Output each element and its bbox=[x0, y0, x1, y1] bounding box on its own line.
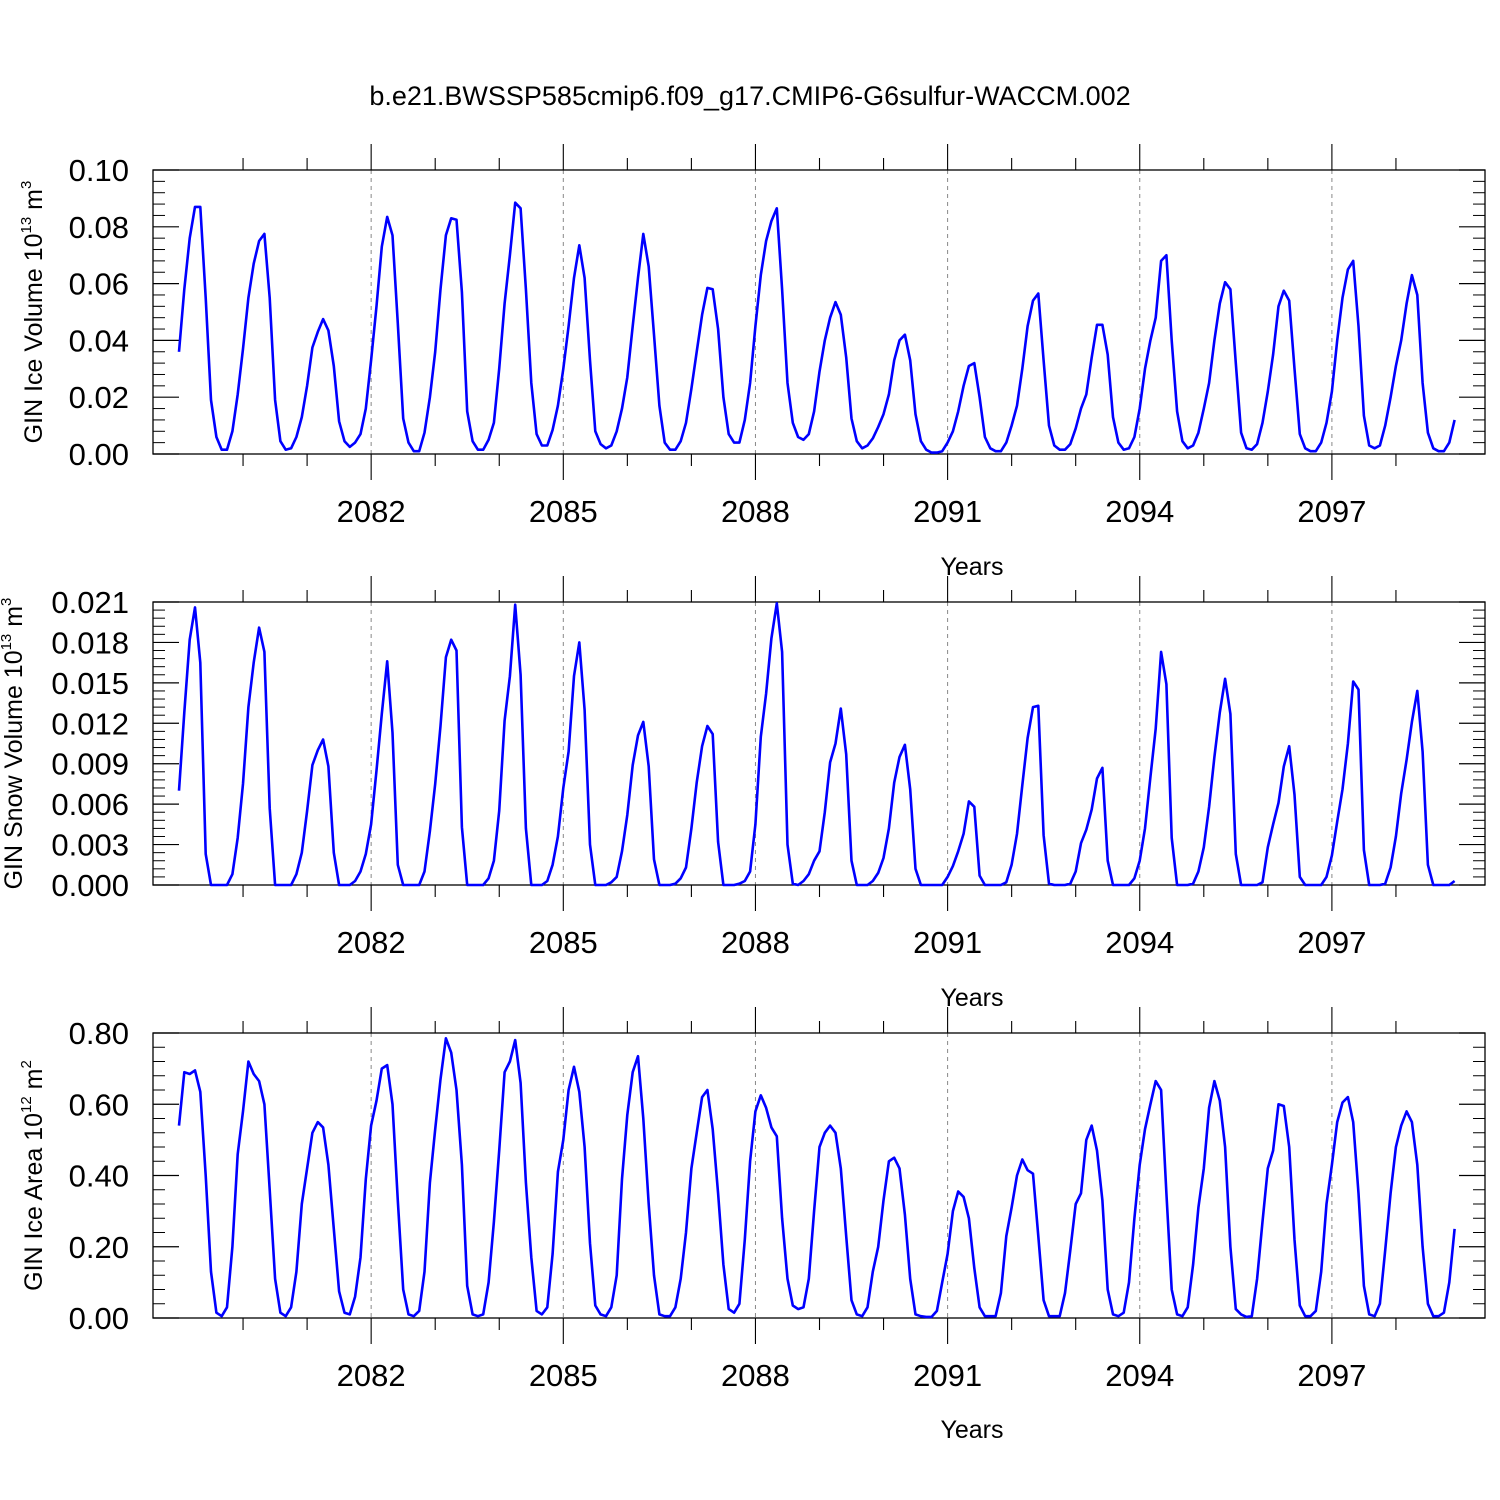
y-tick-label: 0.021 bbox=[51, 585, 129, 620]
series-line-snow-volume bbox=[177, 601, 1456, 887]
panel-ice-area: 0.00 0.20 0.40 0.60 0.80 2082 2085 2088 2091 2094… bbox=[18, 1007, 1486, 1444]
x-tick-label: 2082 bbox=[337, 925, 406, 960]
x-tick-label: 2088 bbox=[721, 1358, 790, 1393]
x-tick-label: 2094 bbox=[1105, 925, 1174, 960]
x-axis-label: Years bbox=[940, 1416, 1003, 1444]
x-tick-label: 2085 bbox=[529, 925, 598, 960]
plot-frame bbox=[152, 601, 1486, 886]
y-axis-label: GIN Snow Volume 1013 m3 bbox=[0, 598, 28, 890]
y-tick-label: 0.003 bbox=[51, 828, 129, 863]
y-tick-label: 0.012 bbox=[51, 706, 129, 741]
y-tick-label: 0.60 bbox=[69, 1087, 129, 1122]
x-tick-label: 2085 bbox=[529, 1358, 598, 1393]
x-axis-label: Years bbox=[940, 984, 1003, 1012]
x-tick-label: 2088 bbox=[721, 925, 790, 960]
x-tick-label: 2085 bbox=[529, 494, 598, 529]
x-tick-label: 2094 bbox=[1105, 1358, 1174, 1393]
y-tick-label: 0.00 bbox=[69, 1301, 129, 1336]
y-tick-label: 0.04 bbox=[69, 323, 129, 358]
y-tick-label: 0.40 bbox=[69, 1159, 129, 1194]
y-axis-label: GIN Ice Volume 1013 m3 bbox=[18, 181, 48, 444]
x-axis-label: Years bbox=[940, 553, 1003, 581]
y-tick-label: 0.018 bbox=[51, 625, 129, 660]
panel-ice-volume: 0.00 0.02 0.04 0.06 0.08 0.10 2082 2085 2088 2091… bbox=[18, 144, 1486, 581]
series-line-ice-volume bbox=[177, 201, 1456, 454]
figure-title: b.e21.BWSSP585cmip6.f09_g17.CMIP6-G6sulf… bbox=[369, 81, 1130, 111]
x-tick-label: 2091 bbox=[913, 494, 982, 529]
x-tick-label: 2088 bbox=[721, 494, 790, 529]
x-tick-label: 2091 bbox=[913, 925, 982, 960]
x-tick-label: 2097 bbox=[1297, 494, 1366, 529]
plot-frame bbox=[152, 169, 1486, 455]
y-tick-label: 0.80 bbox=[69, 1016, 129, 1051]
y-tick-label: 0.009 bbox=[51, 747, 129, 782]
y-tick-label: 0.000 bbox=[51, 868, 129, 903]
x-tick-label: 2091 bbox=[913, 1358, 982, 1393]
y-tick-label: 0.20 bbox=[69, 1230, 129, 1265]
plot-frame bbox=[152, 1032, 1486, 1319]
x-tick-label: 2082 bbox=[337, 494, 406, 529]
y-tick-label: 0.02 bbox=[69, 380, 129, 415]
y-tick-label: 0.06 bbox=[69, 267, 129, 302]
y-tick-label: 0.006 bbox=[51, 787, 129, 822]
x-tick-label: 2097 bbox=[1297, 1358, 1366, 1393]
x-tick-label: 2094 bbox=[1105, 494, 1174, 529]
y-tick-label: 0.00 bbox=[69, 437, 129, 472]
y-axis-label: GIN Ice Area 1012 m2 bbox=[18, 1060, 48, 1291]
series-line-ice-area bbox=[177, 1037, 1456, 1319]
y-tick-label: 0.015 bbox=[51, 666, 129, 701]
y-tick-label: 0.10 bbox=[69, 153, 129, 188]
x-tick-label: 2097 bbox=[1297, 925, 1366, 960]
y-tick-label: 0.08 bbox=[69, 210, 129, 245]
panel-snow-volume: 0.000 0.003 0.006 0.009 0.012 0.015 0.018 0.021… bbox=[0, 576, 1486, 1012]
x-tick-label: 2082 bbox=[337, 1358, 406, 1393]
